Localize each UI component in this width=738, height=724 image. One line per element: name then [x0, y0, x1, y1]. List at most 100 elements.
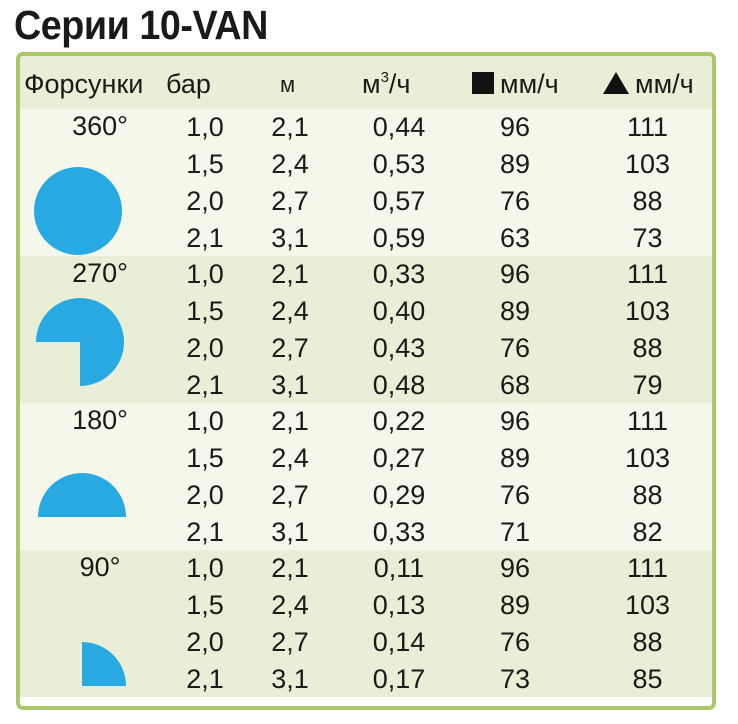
cell-m: 2,1: [271, 406, 309, 436]
cell-m: 3,1: [271, 517, 309, 547]
nozzle-angle: 90°: [79, 552, 121, 582]
cell-triangle-rate: 111: [626, 553, 669, 583]
cell-triangle-rate: 103: [624, 443, 671, 473]
cell-triangle-rate: 103: [624, 590, 671, 620]
table-row: 2,0 2,7 0,43 76 88: [20, 330, 712, 367]
nozzle-group: 270° 1,0 2,1 0,33 96 111 1,5 2,4 0,40 89 103 2,0 2,7…: [20, 256, 712, 403]
cell-triangle-rate: 79: [632, 370, 663, 400]
table-row: 1,5 2,4 0,13 89 103: [20, 587, 712, 624]
cell-square-rate: 76: [499, 480, 531, 510]
header-square-rate: мм/ч: [472, 56, 559, 109]
cell-bar: 1,5: [186, 149, 224, 179]
cell-triangle-rate: 111: [626, 406, 669, 436]
cell-triangle-rate: 88: [632, 480, 663, 510]
cell-square-rate: 76: [499, 627, 531, 657]
cell-square-rate: 96: [499, 553, 531, 583]
cell-square-rate: 73: [499, 664, 531, 694]
table-row: 2,0 2,7 0,29 76 88: [20, 477, 712, 514]
cell-flow: 0,59: [372, 223, 426, 253]
cell-square-rate: 89: [499, 296, 531, 326]
cell-flow: 0,33: [372, 259, 426, 289]
cell-bar: 1,0: [186, 259, 224, 289]
nozzle-angle: 270°: [72, 258, 128, 288]
cell-flow: 0,48: [372, 370, 426, 400]
header-square-rate-label: мм/ч: [500, 69, 559, 99]
cell-bar: 2,1: [186, 223, 224, 253]
table-header: Форсунки бар м м3/ч мм/ч мм/ч: [20, 56, 712, 109]
header-triangle-rate-label: мм/ч: [635, 69, 694, 99]
three-quarter-circle-icon: [34, 296, 126, 388]
cell-square-rate: 63: [499, 223, 531, 253]
cell-m: 2,1: [271, 259, 309, 289]
header-flow-base: м: [362, 69, 381, 99]
cell-bar: 1,0: [186, 112, 224, 142]
header-triangle-rate: мм/ч: [603, 56, 694, 109]
cell-flow: 0,57: [372, 186, 426, 216]
cell-square-rate: 76: [499, 333, 531, 363]
cell-flow: 0,14: [372, 627, 426, 657]
quarter-circle-icon: [80, 640, 128, 688]
cell-flow: 0,40: [372, 296, 426, 326]
half-circle-icon: [36, 471, 128, 519]
cell-bar: 2,0: [186, 333, 224, 363]
table-row: 1,0 2,1 0,11 96 111: [20, 550, 712, 587]
table-row: 1,0 2,1 0,22 96 111: [20, 403, 712, 440]
cell-flow: 0,22: [372, 406, 426, 436]
nozzle-angle: 360°: [72, 111, 128, 141]
table-row: 2,0 2,7 0,57 76 88: [20, 183, 712, 220]
full-circle-icon: [32, 165, 124, 257]
nozzle-group: 180° 1,0 2,1 0,22 96 111 1,5 2,4 0,27 89 103 2,0 2,7…: [20, 403, 712, 550]
cell-m: 2,7: [271, 186, 309, 216]
cell-flow: 0,11: [373, 553, 425, 583]
cell-flow: 0,44: [372, 112, 426, 142]
cell-flow: 0,43: [372, 333, 426, 363]
specs-table: Форсунки бар м м3/ч мм/ч мм/ч 360° 1,0 2,1…: [16, 52, 716, 710]
cell-triangle-rate: 88: [632, 186, 663, 216]
header-bar: бар: [166, 69, 211, 99]
cell-m: 2,7: [271, 627, 309, 657]
header-flow-sup: 3: [380, 69, 389, 86]
cell-bar: 1,0: [186, 406, 224, 436]
cell-flow: 0,27: [372, 443, 426, 473]
cell-square-rate: 96: [499, 112, 531, 142]
header-flow: м3/ч: [362, 56, 410, 109]
cell-triangle-rate: 103: [624, 296, 671, 326]
cell-m: 2,7: [271, 480, 309, 510]
page-title: Серии 10-VAN: [14, 2, 268, 48]
table-row: 1,0 2,1 0,44 96 111: [20, 109, 712, 146]
cell-m: 2,7: [271, 333, 309, 363]
cell-square-rate: 76: [499, 186, 531, 216]
cell-m: 2,4: [271, 296, 309, 326]
cell-m: 2,4: [271, 443, 309, 473]
cell-bar: 1,5: [186, 590, 224, 620]
cell-triangle-rate: 88: [632, 333, 663, 363]
cell-square-rate: 96: [499, 406, 531, 436]
cell-m: 2,4: [271, 149, 309, 179]
cell-triangle-rate: 82: [632, 517, 663, 547]
table-row: 2,0 2,7 0,14 76 88: [20, 624, 712, 661]
cell-square-rate: 96: [499, 259, 531, 289]
cell-triangle-rate: 88: [632, 627, 663, 657]
cell-m: 3,1: [271, 664, 309, 694]
table-row: 2,1 3,1 0,48 68 79: [20, 367, 712, 404]
cell-square-rate: 71: [499, 517, 531, 547]
nozzle-group: 360° 1,0 2,1 0,44 96 111 1,5 2,4 0,53 89 103 2,0 2,7…: [20, 109, 712, 256]
cell-bar: 1,5: [186, 443, 224, 473]
header-nozzles: Форсунки: [24, 69, 144, 99]
table-row: 1,5 2,4 0,53 89 103: [20, 146, 712, 183]
cell-m: 2,1: [271, 553, 309, 583]
cell-bar: 2,0: [186, 186, 224, 216]
cell-square-rate: 89: [499, 443, 531, 473]
triangle-icon: [603, 72, 629, 94]
cell-m: 3,1: [271, 223, 309, 253]
cell-triangle-rate: 85: [632, 664, 663, 694]
cell-flow: 0,29: [372, 480, 426, 510]
cell-square-rate: 89: [499, 590, 531, 620]
cell-m: 2,4: [271, 590, 309, 620]
table-row: 2,1 3,1 0,33 71 82: [20, 514, 712, 551]
table-row: 2,1 3,1 0,59 63 73: [20, 220, 712, 257]
cell-flow: 0,33: [372, 517, 426, 547]
cell-bar: 2,0: [186, 480, 224, 510]
cell-triangle-rate: 103: [624, 149, 671, 179]
nozzle-group: 90° 1,0 2,1 0,11 96 111 1,5 2,4 0,13 89 103 2,0 2,7 0…: [20, 550, 712, 697]
